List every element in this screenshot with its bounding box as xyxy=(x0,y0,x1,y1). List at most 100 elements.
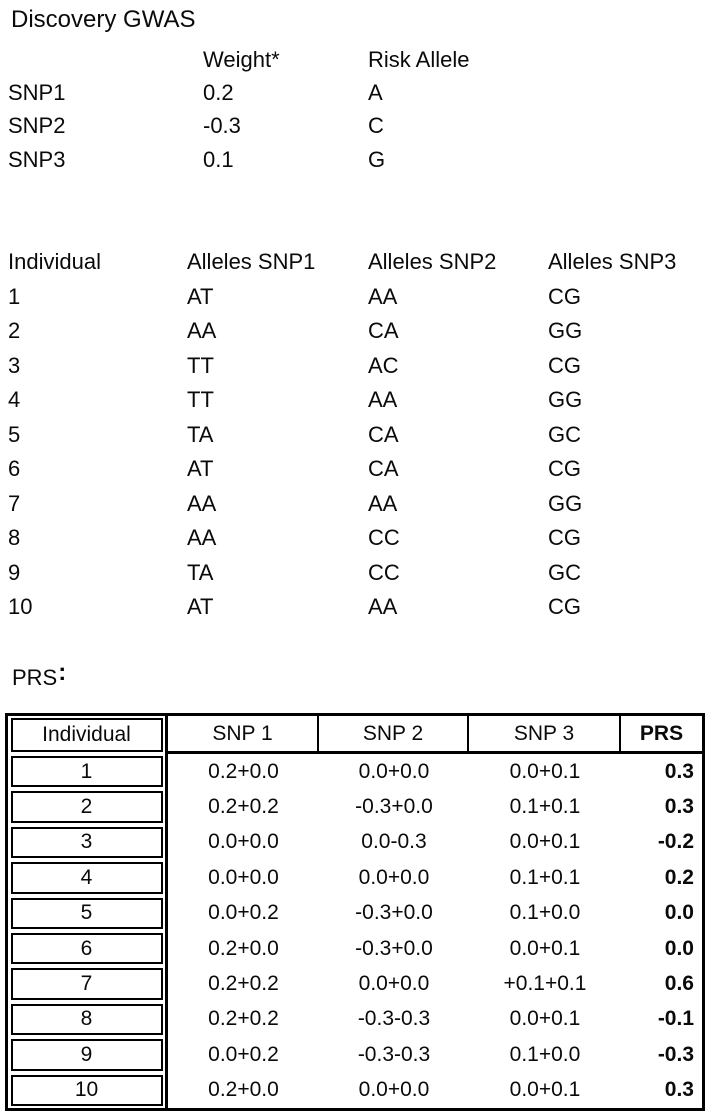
prs-snp3-terms: 0.0+0.1 xyxy=(509,759,581,783)
prs-data-columns: SNP 1 SNP 2 SNP 3 PRS 0.2+0.0 0.0+0.0 0.… xyxy=(165,716,702,1108)
prs-snp3-terms: +0.1+0.1 xyxy=(503,972,587,996)
column-header-individual: Individual xyxy=(10,718,163,752)
column-header-alleles-snp1: Alleles SNP1 xyxy=(187,249,316,275)
individual-cell: 10 xyxy=(10,1074,163,1106)
alleles-snp3: GG xyxy=(548,387,583,413)
prs-row: 0.2+0.0 0.0+0.0 0.0+0.1 0.3 xyxy=(168,754,702,789)
individual-cell: 3 xyxy=(10,826,163,859)
prs-row: 0.2+0.0 -0.3+0.0 0.0+0.1 0.0 xyxy=(168,931,702,966)
prs-row: 0.2+0.0 0.0+0.0 0.0+0.1 0.3 xyxy=(168,1073,702,1108)
prs-row: 0.0+0.2 -0.3+0.0 0.1+0.0 0.0 xyxy=(168,896,702,931)
prs-snp1-terms: 0.2+0.0 xyxy=(208,759,279,783)
prs-total: 0.3 xyxy=(664,759,694,783)
prs-snp1-terms: 0.2+0.0 xyxy=(208,1078,279,1102)
prs-snp2-terms: 0.0+0.0 xyxy=(358,759,430,783)
snp-weight: 0.2 xyxy=(203,80,234,106)
prs-snp3-terms: 0.1+0.1 xyxy=(509,865,581,889)
prs-snp3-terms: 0.0+0.1 xyxy=(509,830,581,854)
alleles-snp1: TT xyxy=(187,387,214,413)
prs-snp2-terms: 0.0+0.0 xyxy=(358,972,430,996)
alleles-snp1: AT xyxy=(187,456,214,482)
prs-snp1-terms: 0.0+0.0 xyxy=(208,865,279,889)
prs-total: -0.2 xyxy=(657,830,694,854)
prs-snp1-terms: 0.0+0.2 xyxy=(208,1042,279,1066)
alleles-snp1: TA xyxy=(187,421,214,447)
prs-total: 0.0 xyxy=(664,901,694,925)
prs-snp3-terms: 0.1+0.0 xyxy=(509,1042,581,1066)
individual-id: 10 xyxy=(8,594,33,620)
genotype-table: Individual Alleles SNP1 Alleles SNP2 All… xyxy=(8,245,709,625)
prs-total: -0.3 xyxy=(657,1042,694,1066)
alleles-snp3: GG xyxy=(548,318,583,344)
prs-snp1-terms: 0.2+0.2 xyxy=(208,795,279,819)
alleles-snp3: CG xyxy=(548,456,581,482)
alleles-snp1: TA xyxy=(187,559,214,585)
individual-id: 7 xyxy=(8,490,21,516)
column-header-alleles-snp2: Alleles SNP2 xyxy=(368,249,497,275)
prs-snp1-terms: 0.2+0.2 xyxy=(208,972,279,996)
prs-row: 0.2+0.2 0.0+0.0 +0.1+0.1 0.6 xyxy=(168,966,702,1001)
individual-id: 8 xyxy=(8,525,21,551)
alleles-snp2: CC xyxy=(368,559,400,585)
column-header-snp3: SNP 3 xyxy=(469,716,621,751)
individual-column: Individual 1 2 3 4 5 6 7 8 9 10 xyxy=(8,716,165,1108)
individual-id: 9 xyxy=(8,559,21,585)
alleles-snp1: AT xyxy=(187,283,214,309)
alleles-snp2: CA xyxy=(368,318,399,344)
snp-weight: -0.3 xyxy=(203,113,241,139)
individual-cell: 6 xyxy=(10,932,163,965)
prs-table: Individual 1 2 3 4 5 6 7 8 9 10 SNP 1 SN… xyxy=(5,713,705,1111)
individual-cell: 8 xyxy=(10,1003,163,1036)
discovery-gwas-title: Discovery GWAS xyxy=(11,6,196,33)
column-header-individual: Individual xyxy=(8,249,101,275)
individual-id: 2 xyxy=(8,318,21,344)
alleles-snp1: AA xyxy=(187,525,217,551)
alleles-snp2: CA xyxy=(368,421,399,447)
prs-snp1-terms: 0.2+0.2 xyxy=(208,1007,279,1031)
alleles-snp3: GC xyxy=(548,559,581,585)
prs-snp3-terms: 0.1+0.1 xyxy=(509,795,581,819)
snp-label: SNP3 xyxy=(8,146,66,172)
prs-table-header: SNP 1 SNP 2 SNP 3 PRS xyxy=(168,716,702,754)
prs-row: 0.2+0.2 -0.3+0.0 0.1+0.1 0.3 xyxy=(168,789,702,824)
prs-total: -0.1 xyxy=(657,1007,694,1031)
alleles-snp3: CG xyxy=(548,283,581,309)
alleles-snp2: AA xyxy=(368,490,398,516)
individual-cell: 5 xyxy=(10,897,163,929)
individual-id: 5 xyxy=(8,421,21,447)
snp-label: SNP1 xyxy=(8,80,66,106)
individual-cell: 2 xyxy=(10,791,163,823)
individual-cell: 1 xyxy=(10,756,163,788)
prs-row: 0.0+0.2 -0.3-0.3 0.1+0.0 -0.3 xyxy=(168,1037,702,1072)
prs-snp1-terms: 0.0+0.0 xyxy=(208,830,279,854)
alleles-snp1: AT xyxy=(187,594,214,620)
snp-weight: 0.1 xyxy=(203,146,234,172)
prs-snp1-terms: 0.0+0.2 xyxy=(208,901,279,925)
alleles-snp3: GC xyxy=(548,421,581,447)
prs-snp3-terms: 0.0+0.1 xyxy=(509,1078,581,1102)
snp-risk-allele: C xyxy=(368,113,384,139)
snp-risk-allele: A xyxy=(368,80,383,106)
alleles-snp3: CG xyxy=(548,352,581,378)
alleles-snp3: CG xyxy=(548,594,581,620)
alleles-snp2: CC xyxy=(368,525,400,551)
prs-row: 0.2+0.2 -0.3-0.3 0.0+0.1 -0.1 xyxy=(168,1002,702,1037)
prs-snp2-terms: -0.3-0.3 xyxy=(357,1042,431,1066)
column-header-snp1: SNP 1 xyxy=(168,716,319,751)
alleles-snp3: GG xyxy=(548,490,583,516)
prs-snp2-terms: -0.3+0.0 xyxy=(355,936,433,960)
snp-risk-allele: G xyxy=(368,146,386,172)
alleles-snp2: AA xyxy=(368,594,398,620)
alleles-snp3: CG xyxy=(548,525,581,551)
prs-snp3-terms: 0.1+0.0 xyxy=(509,901,581,925)
alleles-snp1: AA xyxy=(187,318,217,344)
prs-snp2-terms: -0.3+0.0 xyxy=(355,795,433,819)
individual-cell: 4 xyxy=(10,862,163,894)
individual-id: 3 xyxy=(8,352,21,378)
prs-row: 0.0+0.0 0.0+0.0 0.1+0.1 0.2 xyxy=(168,860,702,895)
prs-snp2-terms: -0.3-0.3 xyxy=(357,1007,431,1031)
prs-label-text: PRS xyxy=(12,665,58,690)
prs-label-colon: : xyxy=(58,659,67,686)
alleles-snp2: CA xyxy=(368,456,399,482)
